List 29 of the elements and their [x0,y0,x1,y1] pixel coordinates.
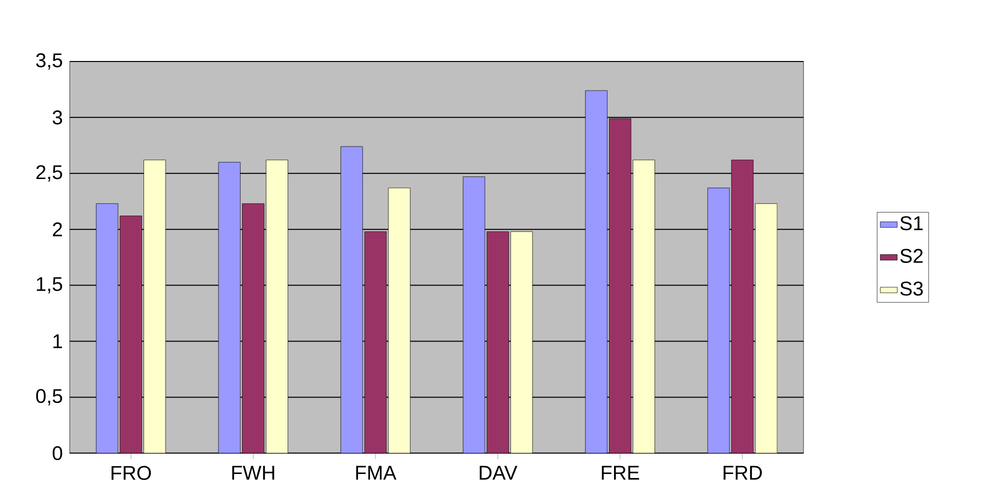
y-tick-label: 2,5 [36,165,62,182]
bar [486,231,509,454]
y-tick-label: 1,5 [36,277,62,294]
bar [120,216,142,454]
bar [242,203,264,454]
bar [608,118,632,454]
bar [218,162,241,454]
x-tick-label: FRD [724,466,762,480]
bar [585,90,608,454]
y-tick-label: 0,5 [36,389,62,406]
x-tick-label: FRO [112,466,151,480]
x-tick-label: FWH [232,466,274,480]
x-tick-label: DAV [480,466,518,480]
x-tick-label: FMA [356,466,396,480]
y-tick-label: 2 [52,222,62,236]
bar [340,146,363,454]
legend-label: S2 [900,248,923,264]
legend-label: S1 [900,216,923,230]
y-tick-label: 3,5 [36,53,62,70]
bar [731,160,754,454]
bar [96,203,118,454]
y-tick-label: 1 [53,334,62,348]
bar [707,188,730,454]
bar [462,176,486,454]
y-tick-label: 0 [52,446,62,460]
bar [364,231,387,454]
legend-label: S3 [900,282,923,296]
y-tick-label: 3 [52,110,62,125]
x-tick-label: FRE [602,466,640,480]
